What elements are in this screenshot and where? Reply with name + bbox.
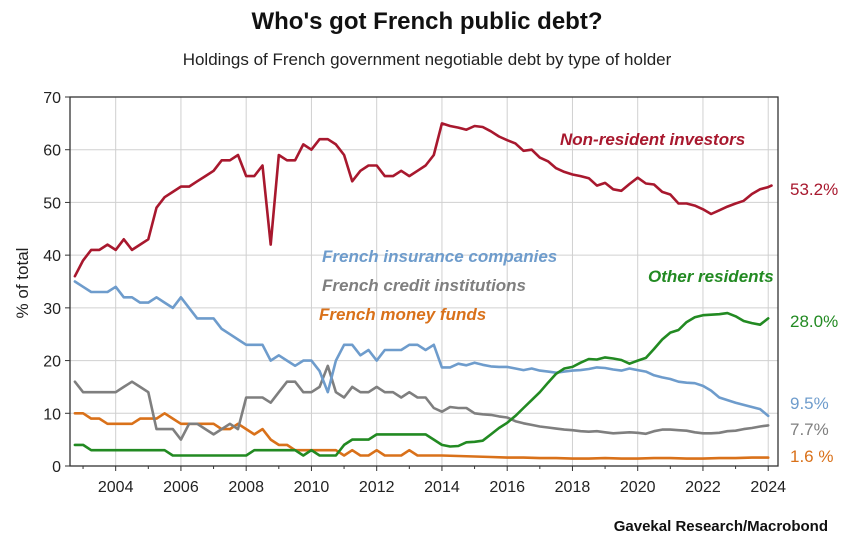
series-label-non-resident: Non-resident investors (560, 130, 745, 149)
end-label-other-residents: 28.0% (790, 312, 838, 331)
x-tick-label: 2024 (750, 479, 786, 496)
y-axis-label: % of total (13, 248, 32, 319)
series-line-non-resident-investors (73, 122, 773, 278)
source-credit: Gavekal Research/Macrobond (613, 518, 828, 535)
x-tick-label: 2014 (424, 479, 460, 496)
end-label-non-resident: 53.2% (790, 180, 838, 199)
x-tick-label: 2020 (620, 479, 656, 496)
y-tick-label: 30 (43, 301, 61, 318)
y-tick-label: 0 (52, 459, 61, 476)
series-line-other-residents (73, 311, 770, 457)
series-line-french-credit-institutions (73, 364, 770, 441)
series-label-other-residents: Other residents (648, 267, 774, 286)
chart-title: Who's got French public debt? (251, 8, 603, 35)
series-line-french-insurance-companies (73, 280, 770, 418)
x-tick-label: 2004 (98, 479, 134, 496)
y-tick-label: 50 (43, 195, 61, 212)
x-tick-label: 2018 (555, 479, 591, 496)
end-label-money-funds: 1.6 % (790, 447, 833, 466)
x-tick-label: 2006 (163, 479, 199, 496)
y-tick-label: 60 (43, 143, 61, 160)
x-tick-label: 2010 (294, 479, 330, 496)
y-tick-label: 40 (43, 248, 61, 265)
x-tick-label: 2008 (228, 479, 264, 496)
plot-frame (69, 96, 779, 467)
series-line-french-money-funds (73, 412, 770, 460)
y-tick-label: 20 (43, 354, 61, 371)
end-label-insurance: 9.5% (790, 394, 829, 413)
end-label-credit-institutions: 7.7% (790, 420, 829, 439)
x-tick-label: 2022 (685, 479, 721, 496)
x-tick-label: 2012 (359, 479, 395, 496)
series-label-credit-institutions: French credit institutions (322, 276, 526, 295)
chart-subtitle: Holdings of French government negotiable… (182, 50, 672, 69)
series-label-money-funds: French money funds (319, 305, 486, 324)
y-tick-label: 10 (43, 406, 61, 423)
series-label-insurance: French insurance companies (322, 247, 557, 266)
axis-ticks: 0 10 20 30 40 50 60 70 2004 2006 2008 2010 2012 2014 2… (43, 90, 786, 496)
x-tick-label: 2016 (489, 479, 525, 496)
series-lines (73, 122, 773, 460)
y-tick-label: 70 (43, 90, 61, 107)
